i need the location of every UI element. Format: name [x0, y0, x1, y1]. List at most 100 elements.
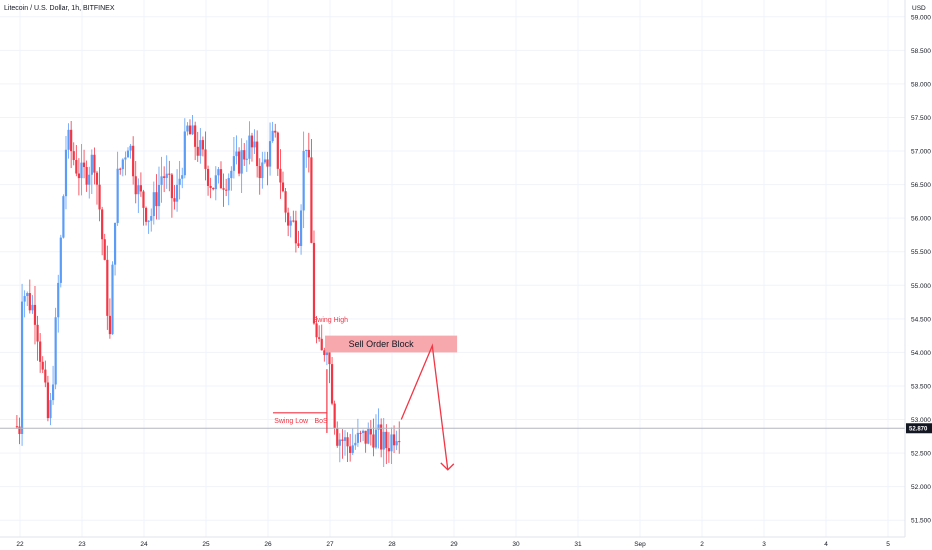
candle-body: [346, 437, 349, 447]
candle-body: [356, 432, 359, 443]
candle-body: [160, 176, 163, 185]
time-tick-label: 31: [574, 541, 582, 548]
candle-body: [253, 141, 256, 148]
bos-label: BoS: [315, 418, 329, 425]
time-tick-label: 2: [700, 541, 704, 548]
candle-body: [173, 198, 176, 202]
candle-body: [28, 293, 31, 311]
time-tick-label: 4: [824, 541, 828, 548]
candle-body: [266, 159, 269, 167]
candle-body: [258, 166, 261, 179]
order-block-label: Sell Order Block: [349, 339, 415, 349]
candle-body: [217, 169, 220, 176]
candle-body: [289, 220, 292, 226]
candle-body: [175, 184, 179, 202]
candle-body: [382, 431, 385, 450]
candle-body: [103, 239, 106, 260]
candle-body: [152, 192, 155, 217]
candle-body: [54, 317, 57, 385]
candle-body: [209, 185, 212, 188]
price-tick-label: 59.000: [911, 14, 931, 21]
candle-body: [46, 382, 49, 419]
candle-body: [292, 220, 295, 222]
candle-body: [230, 170, 233, 179]
candle-body: [276, 132, 279, 169]
candle-body: [57, 282, 60, 318]
candle-body: [214, 175, 217, 190]
candle-body: [170, 174, 173, 199]
candle-body: [139, 185, 142, 192]
price-tick-label: 56.000: [911, 216, 931, 223]
candle-body: [377, 424, 380, 430]
candle-body: [186, 125, 189, 132]
last-price-box: [906, 423, 932, 434]
candle-body: [31, 304, 34, 311]
candle-body: [310, 157, 313, 243]
swing-low-label: Swing Low: [274, 418, 309, 425]
candle-body: [23, 296, 26, 302]
candle-body: [113, 222, 117, 265]
candle-body: [181, 175, 184, 179]
candle-body: [312, 242, 316, 324]
candle-body: [364, 430, 367, 444]
price-axis[interactable]: 51.500 52.000 52.500 53.000 53.500 54.000 54.5…: [904, 0, 932, 537]
price-tick-label: 56.500: [911, 182, 931, 189]
candle-body: [26, 293, 29, 297]
time-tick-label: 28: [388, 541, 396, 548]
candle-body: [204, 149, 207, 169]
candle-body: [142, 191, 145, 208]
candle-body: [101, 209, 104, 240]
candle-body: [284, 191, 287, 213]
candle-body: [124, 157, 127, 160]
candle-body: [150, 216, 153, 221]
annotations: Sell Order Block Swing High Swing Low BoS: [272, 317, 458, 471]
candle-body: [336, 428, 339, 446]
candle-body: [274, 130, 277, 133]
price-tick-label: 57.500: [911, 115, 931, 122]
candle-body: [320, 338, 323, 351]
time-tick-label: 23: [78, 541, 86, 548]
price-tick-label: 53.000: [911, 417, 931, 424]
candle-body: [155, 192, 158, 207]
candle-body: [343, 437, 347, 441]
candle-body: [268, 141, 272, 167]
candle-body: [206, 168, 210, 186]
candle-body: [95, 172, 99, 185]
candle-body: [62, 196, 65, 238]
candle-body: [333, 403, 336, 429]
candle-body: [361, 430, 365, 434]
candle-body: [119, 168, 122, 170]
candle-body: [70, 129, 73, 152]
time-axis[interactable]: 22 23 24 25 26 27 28 29 30 31 Sep 2 3 4 5: [0, 536, 905, 548]
candle-body: [77, 173, 80, 179]
candle-body: [188, 125, 192, 135]
candle-body: [305, 149, 308, 151]
candle-body: [168, 173, 171, 175]
candle-body: [137, 185, 140, 195]
candle-body: [359, 432, 362, 434]
candle-body: [294, 220, 297, 244]
chart-title: Litecoin / U.S. Dollar, 1h, BITFINEX: [4, 5, 115, 12]
candle-body: [163, 176, 166, 178]
candle-body: [354, 442, 357, 446]
candle-body: [330, 364, 334, 404]
candle-body: [67, 129, 70, 150]
candle-body: [261, 162, 264, 179]
candle-body: [263, 159, 266, 163]
price-tick-label: 58.500: [911, 48, 931, 55]
candle-body: [157, 184, 161, 207]
candle-body: [398, 441, 401, 443]
time-tick-label: Sep: [634, 541, 646, 548]
candle-body: [36, 324, 39, 342]
candle-body: [390, 434, 393, 452]
projection-arrowhead: [440, 462, 455, 471]
candle-body: [165, 173, 168, 178]
candle-body: [88, 174, 91, 185]
candle-body: [328, 352, 331, 365]
price-tick-label: 55.000: [911, 283, 931, 290]
time-tick-label: 22: [16, 541, 24, 548]
candle-body: [323, 350, 326, 356]
candle-body: [194, 125, 197, 147]
candle-body: [341, 439, 344, 441]
candle-body: [59, 237, 62, 283]
